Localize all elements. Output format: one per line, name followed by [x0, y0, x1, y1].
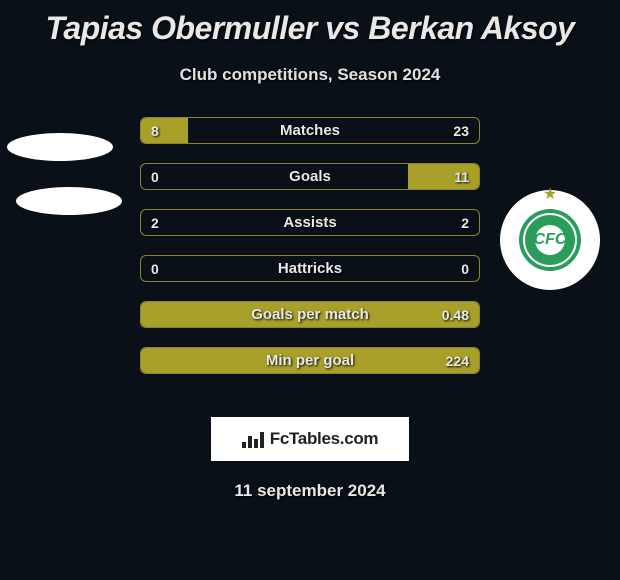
stat-label: Assists: [141, 210, 479, 235]
comparison-subtitle: Club competitions, Season 2024: [0, 65, 620, 85]
comparison-title: Tapias Obermuller vs Berkan Aksoy: [0, 0, 620, 47]
stat-row-assists: 2Assists2: [140, 209, 480, 236]
stat-row-matches: 8Matches23: [140, 117, 480, 144]
brand-text: FcTables.com: [270, 429, 379, 449]
stat-label: Hattricks: [141, 256, 479, 281]
comparison-content: ★ CFC 8Matches230Goals112Assists20Hattri…: [0, 117, 620, 397]
stat-value-right: 2: [461, 210, 469, 235]
stat-row-goals-per-match: Goals per match0.48: [140, 301, 480, 328]
stats-bars: 8Matches230Goals112Assists20Hattricks0Go…: [140, 117, 480, 374]
player1-badge-1: [7, 133, 113, 161]
stat-label: Goals: [141, 164, 479, 189]
stat-row-goals: 0Goals11: [140, 163, 480, 190]
stat-row-min-per-goal: Min per goal224: [140, 347, 480, 374]
stat-value-right: 11: [454, 164, 469, 189]
stat-value-right: 0.48: [442, 302, 469, 327]
crest-inner: CFC: [519, 209, 581, 271]
stat-value-right: 0: [461, 256, 469, 281]
stat-label: Goals per match: [141, 302, 479, 327]
star-icon: ★: [543, 184, 557, 204]
stat-row-hattricks: 0Hattricks0: [140, 255, 480, 282]
stat-value-right: 23: [453, 118, 469, 143]
stat-value-right: 224: [446, 348, 469, 373]
stat-label: Matches: [141, 118, 479, 143]
player1-badge-2: [16, 187, 122, 215]
footer-date: 11 september 2024: [0, 481, 620, 501]
stat-label: Min per goal: [141, 348, 479, 373]
player2-club-crest: ★ CFC: [500, 190, 600, 290]
brand-box: FcTables.com: [211, 417, 409, 461]
brand-chart-icon: [242, 430, 266, 448]
crest-abbr: CFC: [534, 231, 567, 249]
